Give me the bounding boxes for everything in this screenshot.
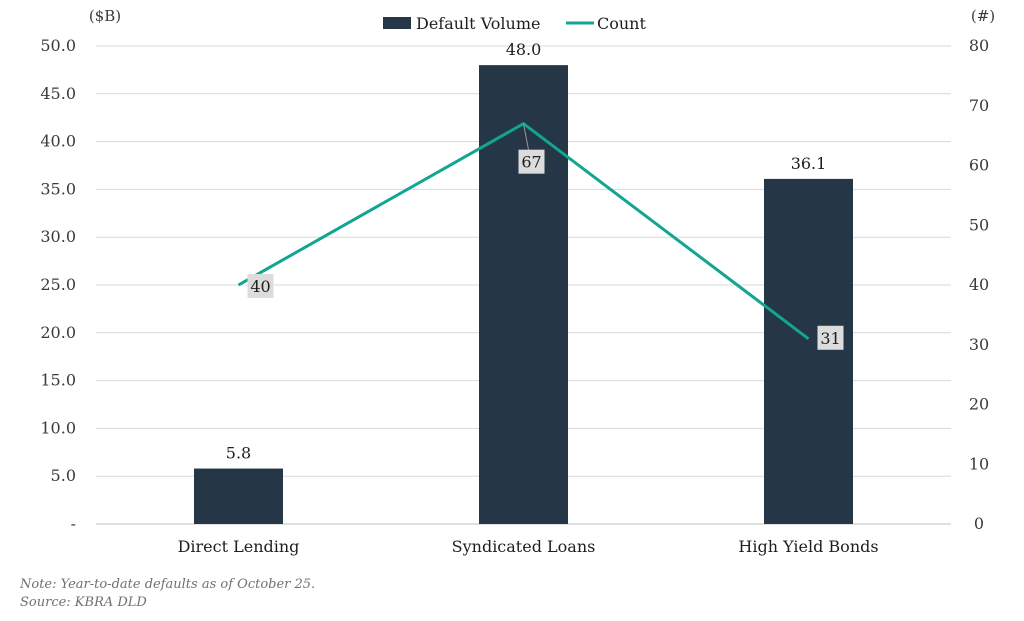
left-tick-label: 15.0 — [40, 371, 76, 390]
point-data-label: 67 — [521, 153, 541, 172]
right-tick-label: 10 — [969, 454, 989, 473]
line-series-count: 40 67 31 — [237, 122, 844, 350]
legend-swatch-default-volume — [383, 17, 411, 29]
category-label: Direct Lending — [178, 537, 300, 556]
right-tick-label: 70 — [969, 96, 989, 115]
right-axis-unit: (#) — [971, 7, 995, 25]
left-tick-label: 50.0 — [40, 36, 76, 55]
point-data-label: 31 — [820, 329, 840, 348]
label-leader-line — [523, 123, 529, 150]
point-label-box — [518, 149, 545, 174]
bar-data-label: 5.8 — [226, 444, 251, 463]
legend: Default Volume Count — [383, 14, 646, 33]
right-tick-label: 50 — [969, 215, 989, 234]
point-label-box — [817, 325, 844, 350]
category-label: High Yield Bonds — [738, 537, 878, 556]
bar-direct-lending — [194, 468, 283, 524]
category-label: Syndicated Loans — [452, 537, 596, 556]
left-tick-label: 20.0 — [40, 323, 76, 342]
left-tick-label: - — [71, 514, 76, 533]
bar-data-label: 36.1 — [791, 154, 827, 173]
category-axis: Direct Lending Syndicated Loans High Yield… — [178, 537, 879, 556]
legend-label-default-volume: Default Volume — [416, 14, 540, 33]
right-tick-label: 60 — [969, 156, 989, 175]
bar-series-default-volume: 5.8 48.0 36.1 — [194, 40, 853, 525]
footnote-source: Source: KBRA DLD — [20, 595, 147, 610]
right-axis: 0 10 20 30 40 50 60 70 80 — [969, 36, 989, 533]
right-tick-label: 30 — [969, 335, 989, 354]
left-tick-label: 25.0 — [40, 275, 76, 294]
left-tick-label: 35.0 — [40, 179, 76, 198]
point-label-box — [247, 274, 274, 298]
bar-syndicated-loans — [479, 65, 568, 525]
point-data-label: 40 — [250, 277, 270, 296]
footnote-note: Note: Year-to-date defaults as of Octobe… — [20, 577, 316, 592]
left-axis-unit: ($B) — [89, 7, 121, 25]
legend-label-count: Count — [597, 14, 646, 33]
right-tick-label: 20 — [969, 395, 989, 414]
left-axis: - 5.0 10.0 15.0 20.0 25.0 30.0 35.0 40.0 45.0 50.0 — [40, 36, 76, 533]
left-tick-label: 45.0 — [40, 84, 76, 103]
right-tick-label: 80 — [969, 36, 989, 55]
bar-high-yield-bonds — [764, 178, 853, 524]
left-tick-label: 10.0 — [40, 418, 76, 437]
right-tick-label: 0 — [974, 514, 984, 533]
left-tick-label: 40.0 — [40, 132, 76, 151]
left-tick-label: 5.0 — [51, 466, 76, 485]
right-tick-label: 40 — [969, 275, 989, 294]
bar-data-label: 48.0 — [506, 40, 542, 59]
left-tick-label: 30.0 — [40, 227, 76, 246]
